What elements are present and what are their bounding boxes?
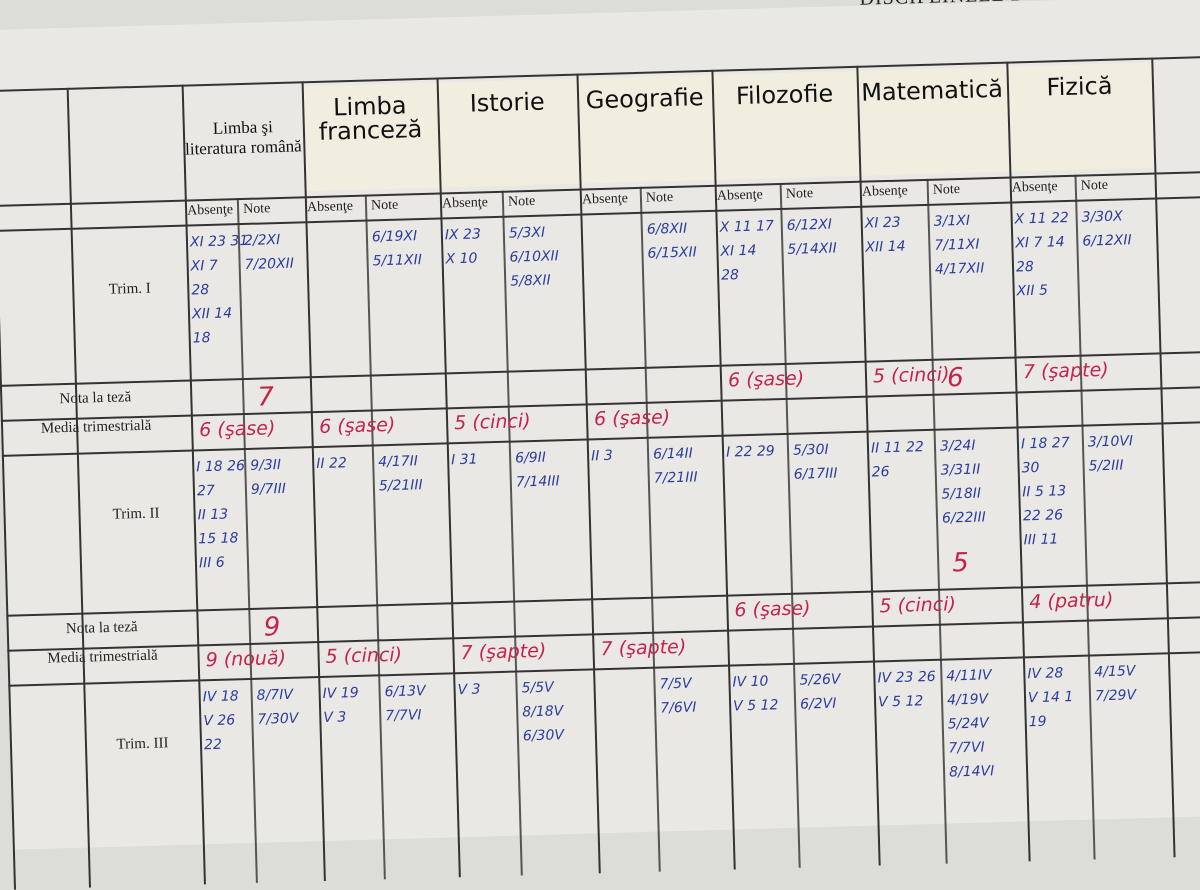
- note-cell: 2/2XI 7/20XII: [243, 231, 295, 273]
- note-cell: 6/13V 7/7VI: [384, 683, 426, 725]
- subcolumn-divider: [364, 194, 386, 880]
- absente-label: Absenţe: [306, 198, 354, 216]
- note-cell: 6/8XII 6/15XII: [646, 220, 698, 262]
- absente-cell: IV 19 V 3: [322, 684, 359, 726]
- absente-cell: IX 23 X 10: [444, 226, 482, 268]
- note-label: Note: [370, 197, 399, 214]
- row-divider: [0, 350, 1200, 387]
- note-cell: 9/3II 9/7III: [250, 457, 287, 498]
- note-cell: 6/19XI 5/11XII: [371, 228, 423, 270]
- absente-label: Absenţe: [441, 195, 489, 212]
- media-grade: 5 (cinci): [453, 410, 531, 435]
- absente-cell: IV 23 26 V 5 12: [877, 668, 936, 711]
- column-divider: [0, 89, 17, 890]
- absente-label: Absenţe: [186, 202, 234, 219]
- note-label: Note: [242, 201, 271, 217]
- note-cell: 4/11IV 4/19V 5/24V 7/7VI 8/14VI: [946, 667, 995, 781]
- media-grade: 6 (şase): [318, 413, 396, 438]
- subject-header: Istorie: [469, 87, 546, 118]
- absente-cell: II 22: [316, 455, 347, 473]
- row-label-trim3: Trim. III: [116, 735, 169, 753]
- note-cell: 5/26V 6/2VI: [799, 671, 841, 713]
- note-cell: 8/7IV 7/30V: [256, 686, 299, 728]
- note-cell: 3/1XI 7/11XI 4/17XII: [933, 212, 985, 278]
- note-label: Note: [1080, 177, 1109, 194]
- absente-cell: XI 23 XII 14: [864, 214, 906, 256]
- note-cell: 6/14II 7/21III: [652, 445, 698, 487]
- column-divider: [1151, 57, 1176, 858]
- row-label-teza2: Nota la teză: [65, 619, 138, 638]
- note-label: Note: [932, 181, 961, 198]
- note-cell: 5/5V 8/18V 6/30V: [521, 679, 565, 745]
- teza-grade: 7: [256, 382, 275, 413]
- absente-cell: V 3: [457, 681, 481, 699]
- absente-cell: I 18 27 30 II 5 13 22 26 III 11: [1020, 435, 1070, 549]
- media-grade: 5 (cinci): [879, 593, 957, 618]
- note-cell: 4/15V 7/29V: [1094, 663, 1137, 705]
- absente-cell: I 18 26 27 II 13 15 18 III 6: [196, 458, 246, 572]
- media-grade: 4 (patru): [1029, 588, 1114, 614]
- subject-header: Fizică: [1046, 71, 1113, 102]
- note-label: Note: [785, 186, 814, 202]
- absente-cell: X 11 17 XI 14 28: [719, 218, 775, 284]
- media-grade: 7 (şapte): [1022, 358, 1109, 384]
- subject-header: Filozofie: [735, 79, 834, 111]
- note-cell: 4/17II 5/21III: [377, 453, 423, 495]
- media-grade: 7 (şapte): [460, 639, 547, 665]
- absente-cell: II 3: [590, 447, 613, 465]
- absente-cell: II 11 22 26: [870, 439, 925, 481]
- note-cell: 3/10VI 5/2III: [1087, 433, 1134, 475]
- absente-cell: IV 10 V 5 12: [732, 673, 779, 715]
- teza-grade: 9: [263, 612, 281, 643]
- subject-header: Limba şi literatura română: [184, 117, 302, 159]
- absente-cell: IV 28 V 14 1 19: [1027, 665, 1074, 731]
- absente-cell: X 11 22 XI 7 14 28 XII 5: [1014, 209, 1070, 300]
- note-label: Note: [645, 189, 674, 206]
- absente-cell: I 22 29: [725, 443, 775, 461]
- row-label-teza1: Nota la teză: [59, 389, 132, 408]
- subcolumn-divider: [639, 186, 661, 872]
- note-cell: 5/3XI 6/10XII 5/8XII: [508, 224, 560, 290]
- media-grade: 9 (nouă): [205, 646, 287, 672]
- note-cell: 5/30I 6/17III: [792, 441, 838, 483]
- media-grade: 7 (şapte): [600, 635, 687, 661]
- row-label-trim1: Trim. I: [108, 280, 151, 298]
- absente-cell: I 31: [450, 451, 478, 469]
- note-cell: 6/12XI 5/14XII: [786, 216, 837, 258]
- teza-grade: 5: [951, 547, 970, 579]
- note-cell: 3/30X 6/12XII: [1081, 208, 1132, 250]
- absente-cell: IV 18 V 26 22: [202, 688, 239, 754]
- absente-label: Absenţe: [861, 183, 908, 200]
- media-grade: 6 (şase): [734, 597, 811, 622]
- absente-label: Absenţe: [716, 187, 764, 204]
- page-title: DISCIPLINELE DE: [859, 0, 1040, 11]
- media-grade: 5 (cinci): [325, 643, 403, 668]
- note-cell: 7/5V 7/6VI: [659, 675, 697, 717]
- subject-header: Geografie: [585, 83, 704, 115]
- absente-label: Absenţe: [581, 191, 629, 208]
- media-grade: 6 (şase): [593, 406, 671, 431]
- absente-cell: XI 23 31 XI 7 28 XII 14 18: [189, 232, 249, 347]
- subject-header: Matematică: [860, 74, 1004, 107]
- subcolumn-divider: [779, 182, 801, 868]
- media-grade: 6 (şase): [727, 367, 805, 392]
- absente-label: Absenţe: [1011, 179, 1058, 196]
- media-grade: 5 (cinci): [872, 363, 950, 388]
- note-cell: 3/24I 3/31II 5/18II 6/22III: [939, 437, 987, 527]
- note-label: Note: [507, 193, 536, 210]
- column-divider: [66, 87, 91, 888]
- media-grade: 6 (şase): [198, 417, 276, 442]
- subject-header: Limba franceză: [318, 91, 423, 146]
- note-cell: 6/9II 7/14III: [514, 449, 560, 491]
- row-label-trim2: Trim. II: [112, 505, 160, 523]
- subcolumn-divider: [1074, 174, 1096, 860]
